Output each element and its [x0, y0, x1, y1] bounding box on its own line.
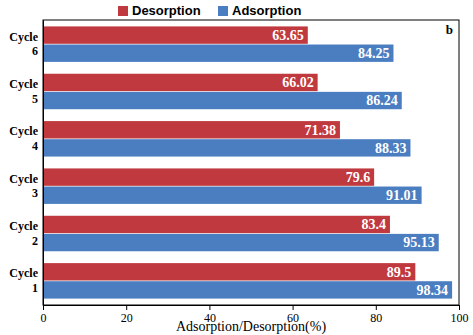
bar: [43, 281, 452, 298]
x-tick-mark: [459, 305, 460, 310]
bar: [43, 263, 415, 280]
chart: 89.5 83.4 79.6 71.38 66.02 63.65 98.34 95.13 91.…: [0, 0, 473, 335]
data-label: 86.24: [366, 93, 398, 108]
bar: [43, 26, 308, 43]
x-tick-mark: [376, 305, 377, 310]
y-tick: Cycle4: [9, 124, 43, 152]
y-tick-label: Cycle6: [9, 30, 38, 58]
data-label: 79.6: [346, 170, 371, 185]
legend-swatch: [218, 6, 228, 16]
legend-label: Adsorption: [232, 3, 301, 18]
bar: [43, 139, 410, 156]
data-label: 63.65: [272, 28, 304, 43]
data-label: 98.34: [417, 283, 449, 298]
y-tick-label: Cycle4: [9, 124, 38, 152]
y-axis-line: [43, 21, 44, 306]
bar: [43, 74, 318, 91]
plot-frame: [43, 20, 459, 305]
x-axis-line: [44, 306, 460, 311]
bar: [43, 45, 393, 62]
data-labels: 89.5 83.4 79.6 71.38 66.02 63.65 98.34 95.13 91.…: [272, 28, 448, 298]
bar: [43, 121, 340, 138]
x-tick: 0: [41, 305, 47, 325]
y-tick-label: Cycle5: [9, 77, 38, 105]
legend-swatch: [118, 6, 128, 16]
x-tick: 80: [370, 305, 382, 325]
y-tick: Cycle5: [9, 77, 43, 105]
data-label: 89.5: [387, 265, 412, 280]
legend: Desorption Adsorption: [118, 3, 301, 18]
legend-item: Adsorption: [218, 3, 301, 18]
x-tick-label: 20: [121, 311, 133, 325]
y-tick-label: Cycle1: [9, 266, 38, 294]
data-label: 95.13: [403, 235, 435, 250]
bar: [43, 216, 390, 233]
y-tick-label: Cycle2: [9, 219, 38, 247]
y-tick-label: Cycle3: [9, 172, 38, 200]
bar: [43, 92, 402, 109]
y-tick: Cycle3: [9, 172, 43, 200]
y-tick: Cycle2: [9, 219, 43, 247]
data-label: 88.33: [375, 141, 407, 156]
bars: [43, 26, 452, 298]
annotation: b: [446, 22, 453, 37]
legend-item: Desorption: [118, 3, 201, 18]
data-label: 83.4: [361, 217, 386, 232]
x-tick-label: 0: [41, 311, 47, 325]
x-tick: 20: [121, 305, 133, 325]
x-tick: 100: [451, 305, 469, 325]
data-label: 66.02: [282, 75, 314, 90]
y-tick: Cycle1: [9, 266, 43, 294]
y-tick: Cycle6: [9, 30, 43, 58]
legend-label: Desorption: [132, 3, 201, 18]
x-tick-mark: [293, 305, 294, 310]
data-label: 71.38: [304, 123, 336, 138]
x-axis-title: Adsorption/Desorption(%): [176, 319, 326, 335]
x-tick-label: 80: [370, 311, 382, 325]
bar: [43, 187, 422, 204]
data-label: 84.25: [358, 46, 390, 61]
bar: [43, 168, 374, 185]
x-tick-label: 100: [451, 311, 469, 325]
bar: [43, 234, 439, 251]
x-tick-mark: [126, 305, 127, 310]
y-axis: Cycle1 Cycle2 Cycle3 Cycle4 Cycle5 Cycle6: [9, 21, 43, 306]
x-tick-mark: [43, 305, 44, 310]
x-tick-mark: [209, 305, 210, 310]
data-label: 91.01: [386, 188, 418, 203]
plot: 89.5 83.4 79.6 71.38 66.02 63.65 98.34 95.13 91.…: [9, 20, 468, 325]
